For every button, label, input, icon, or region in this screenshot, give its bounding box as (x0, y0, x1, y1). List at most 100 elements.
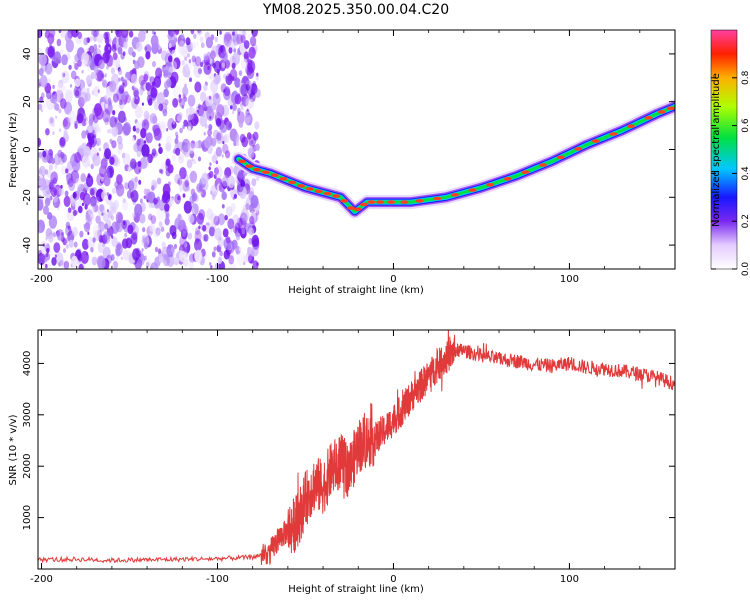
bottom-y-tick-label: 1000 (22, 505, 33, 530)
noise-blob (98, 127, 102, 133)
noise-blob (59, 259, 64, 266)
noise-blob (187, 94, 196, 107)
noise-blob (141, 248, 144, 252)
noise-blob (143, 123, 147, 128)
trace-peak (468, 188, 477, 192)
noise-blob (139, 198, 143, 204)
noise-blob (224, 59, 231, 69)
noise-blob (59, 137, 66, 147)
trace-peak (340, 199, 349, 203)
noise-blob (215, 105, 224, 118)
noise-blob (93, 88, 99, 97)
noise-blob (222, 89, 226, 93)
top-y-tick-label: 20 (22, 95, 33, 108)
noise-blob (117, 46, 123, 55)
noise-blob (208, 95, 212, 100)
noise-blob (149, 76, 155, 85)
noise-blob (212, 73, 220, 85)
noise-blob (221, 175, 229, 187)
noise-blob (197, 105, 205, 117)
noise-blob (49, 250, 54, 257)
noise-blob (191, 55, 196, 63)
noise-blob (59, 151, 65, 160)
noise-blob (188, 125, 191, 131)
noise-blob (65, 244, 69, 249)
noise-blob (109, 116, 117, 128)
noise-blob (61, 70, 70, 84)
noise-blob (65, 168, 69, 174)
noise-blob (194, 238, 202, 252)
noise-blob (38, 177, 47, 191)
noise-blob (210, 50, 216, 60)
noise-blob (185, 107, 195, 121)
noise-blob (229, 128, 238, 142)
noise-blob (38, 138, 41, 146)
noise-blob (99, 164, 106, 175)
noise-blob (234, 77, 241, 88)
noise-blob (105, 103, 109, 109)
noise-blob (214, 165, 223, 179)
noise-blob (233, 193, 237, 199)
trace-peak (245, 164, 254, 168)
noise-blob (109, 80, 117, 93)
noise-blob (81, 130, 87, 139)
noise-blob (215, 146, 222, 157)
noise-blob (170, 197, 175, 204)
noise-blob (236, 181, 244, 193)
trace-peak (574, 147, 583, 151)
noise-blob (122, 30, 128, 35)
noise-blob (150, 262, 158, 269)
noise-blob (74, 62, 79, 71)
noise-blob (53, 153, 62, 166)
noise-blob (236, 111, 245, 124)
noise-blob (124, 232, 128, 238)
noise-blob (78, 263, 84, 269)
noise-blob (115, 256, 119, 261)
noise-blob (217, 256, 223, 264)
noise-blob (245, 203, 250, 211)
noise-blob (83, 146, 91, 158)
bottom-x-tick-label: -200 (30, 574, 53, 585)
noise-blob (148, 202, 153, 209)
noise-blob (115, 183, 125, 197)
trace-peak (367, 200, 376, 204)
noise-blob (184, 179, 190, 188)
noise-blob (209, 162, 212, 166)
noise-blob (241, 228, 246, 235)
noise-blob (189, 196, 193, 202)
noise-blob (196, 42, 199, 46)
noise-blob (81, 69, 84, 74)
noise-blob (240, 179, 246, 188)
noise-blob (118, 110, 126, 124)
noise-blob (45, 128, 50, 136)
bottom-y-tick-label: 3000 (22, 402, 33, 427)
noise-blob (38, 249, 42, 256)
noise-blob (57, 153, 65, 165)
noise-blob (248, 46, 256, 59)
noise-blob (213, 60, 222, 73)
noise-blob (89, 36, 93, 42)
noise-blob (122, 122, 132, 136)
noise-blob (67, 177, 74, 188)
noise-blob (139, 157, 148, 169)
noise-blob (171, 154, 176, 162)
noise-blob (200, 191, 203, 196)
noise-blob (85, 120, 88, 124)
top-x-tick-label: 0 (390, 274, 396, 285)
noise-blob (38, 185, 42, 196)
noise-blob (162, 254, 170, 267)
noise-blob (122, 123, 131, 137)
noise-blob (182, 86, 189, 97)
noise-blob (223, 249, 230, 260)
noise-blob (211, 251, 216, 258)
noise-blob (194, 56, 202, 67)
trace-peak (433, 196, 442, 201)
noise-blob (53, 178, 57, 184)
noise-blob (97, 256, 106, 269)
noise-blob (239, 186, 247, 199)
noise-blob (46, 154, 53, 164)
noise-blob (227, 218, 235, 230)
noise-blob (110, 229, 114, 235)
colorbar-ticks: 0.0 0.2 0.4 0.6 0.8 (711, 70, 750, 276)
noise-blob (90, 31, 94, 36)
